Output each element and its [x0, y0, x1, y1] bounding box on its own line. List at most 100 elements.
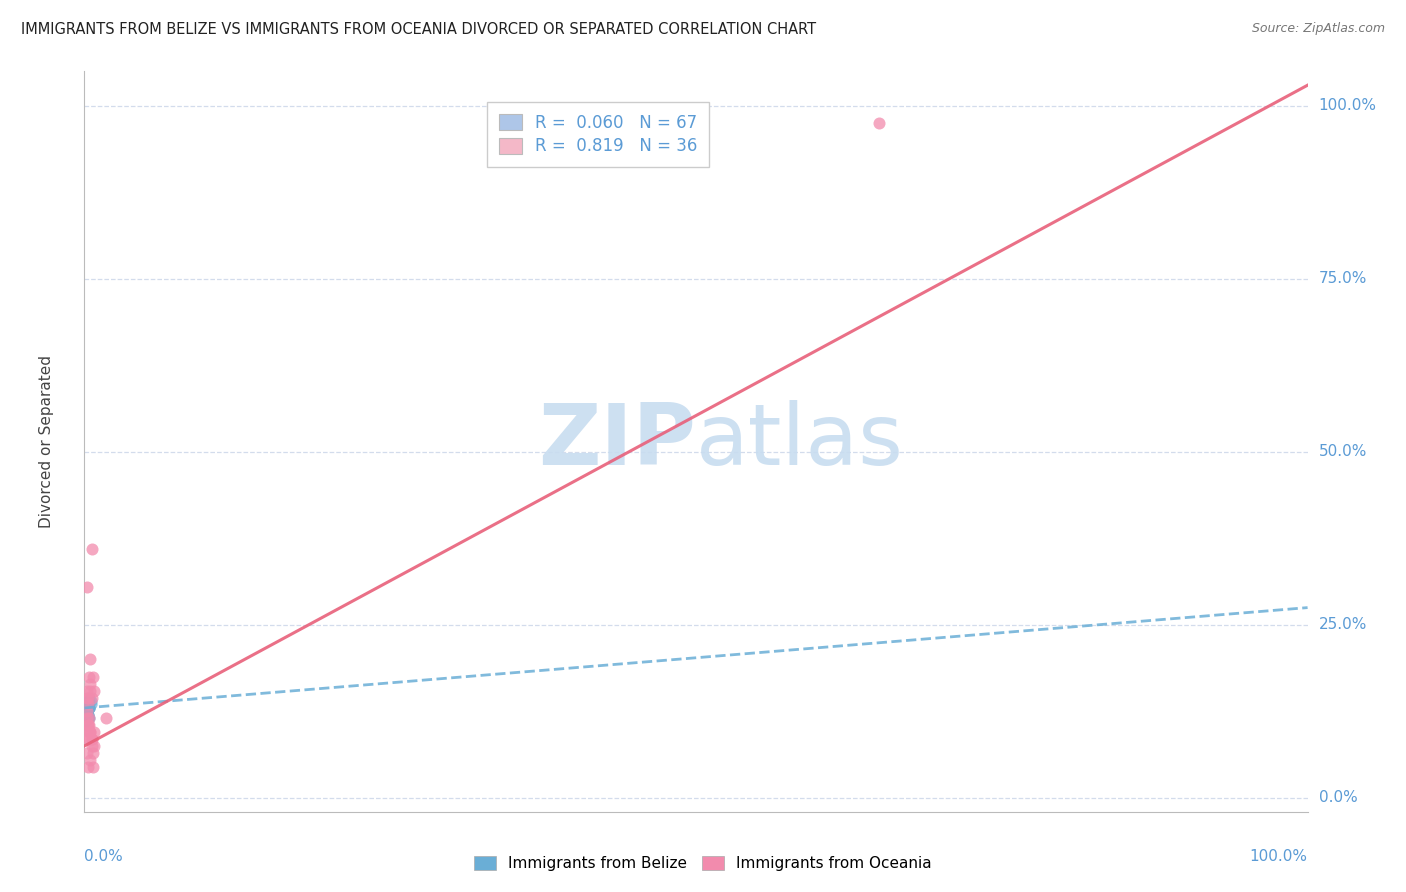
Point: [83, 739, 105, 753]
Point: [80, 732, 103, 747]
Point: [77, 698, 100, 712]
Point: [76, 707, 98, 722]
Point: [75, 705, 97, 719]
Point: [77, 711, 100, 725]
Point: [76, 705, 98, 719]
Text: 100.0%: 100.0%: [1319, 98, 1376, 113]
Point: [77, 711, 100, 725]
Point: [76, 732, 98, 747]
Point: [76, 711, 98, 725]
Point: [75, 707, 97, 722]
Point: [77, 718, 100, 732]
Point: [76, 694, 98, 708]
Text: 50.0%: 50.0%: [1319, 444, 1367, 459]
Legend: Immigrants from Belize, Immigrants from Oceania: Immigrants from Belize, Immigrants from …: [468, 849, 938, 877]
Point: [75, 705, 97, 719]
Point: [76, 694, 98, 708]
Point: [75, 701, 97, 715]
Point: [76, 701, 98, 715]
Point: [77, 711, 100, 725]
Point: [82, 746, 104, 760]
Point: [76, 707, 98, 722]
Point: [77, 718, 100, 732]
Point: [76, 701, 98, 715]
Point: [77, 698, 100, 712]
Point: [75, 705, 97, 719]
Point: [75, 705, 97, 719]
Point: [80, 690, 103, 705]
Point: [76, 694, 98, 708]
Point: [80, 541, 103, 556]
Point: [79, 753, 101, 767]
Point: [80, 732, 103, 747]
Point: [79, 701, 101, 715]
Point: [77, 760, 100, 774]
Point: [96, 711, 118, 725]
Point: [79, 683, 101, 698]
Point: [79, 701, 101, 715]
Point: [77, 690, 100, 705]
Point: [75, 701, 97, 715]
Point: [75, 707, 97, 722]
Point: [77, 694, 100, 708]
Point: [75, 701, 97, 715]
Point: [76, 705, 98, 719]
Point: [82, 670, 104, 684]
Point: [79, 652, 101, 666]
Point: [77, 694, 100, 708]
Point: [77, 711, 100, 725]
Point: [79, 701, 101, 715]
Point: [77, 707, 100, 722]
Point: [79, 676, 101, 690]
Text: 100.0%: 100.0%: [1250, 849, 1308, 863]
Point: [79, 725, 101, 739]
Point: [77, 711, 100, 725]
Point: [76, 690, 98, 705]
Point: [77, 705, 100, 719]
Point: [77, 707, 100, 722]
Point: [75, 698, 97, 712]
Point: [77, 707, 100, 722]
Point: [79, 725, 101, 739]
Text: 0.0%: 0.0%: [84, 849, 124, 863]
Point: [76, 705, 98, 719]
Text: Source: ZipAtlas.com: Source: ZipAtlas.com: [1251, 22, 1385, 36]
Point: [76, 746, 98, 760]
Point: [82, 760, 104, 774]
Point: [77, 707, 100, 722]
Point: [77, 732, 100, 747]
Point: [77, 711, 100, 725]
Point: [76, 694, 98, 708]
Point: [77, 701, 100, 715]
Point: [77, 698, 100, 712]
Point: [77, 698, 100, 712]
Point: [77, 707, 100, 722]
Point: [77, 725, 100, 739]
Point: [83, 683, 105, 698]
Point: [77, 705, 100, 719]
Point: [76, 698, 98, 712]
Point: [76, 711, 98, 725]
Point: [77, 694, 100, 708]
Point: [76, 711, 98, 725]
Point: [75, 694, 97, 708]
Point: [83, 725, 105, 739]
Point: [76, 705, 98, 719]
Point: [77, 670, 100, 684]
Legend: R =  0.060   N = 67, R =  0.819   N = 36: R = 0.060 N = 67, R = 0.819 N = 36: [486, 102, 709, 167]
Text: atlas: atlas: [696, 400, 904, 483]
Point: [79, 690, 101, 705]
Point: [80, 739, 103, 753]
Point: [76, 698, 98, 712]
Point: [80, 698, 103, 712]
Point: [77, 711, 100, 725]
Point: [76, 707, 98, 722]
Point: [77, 694, 100, 708]
Text: IMMIGRANTS FROM BELIZE VS IMMIGRANTS FROM OCEANIA DIVORCED OR SEPARATED CORRELAT: IMMIGRANTS FROM BELIZE VS IMMIGRANTS FRO…: [21, 22, 817, 37]
Text: 75.0%: 75.0%: [1319, 271, 1367, 286]
Point: [77, 698, 100, 712]
Point: [79, 711, 101, 725]
Point: [77, 701, 100, 715]
Point: [76, 580, 98, 594]
Point: [77, 718, 100, 732]
